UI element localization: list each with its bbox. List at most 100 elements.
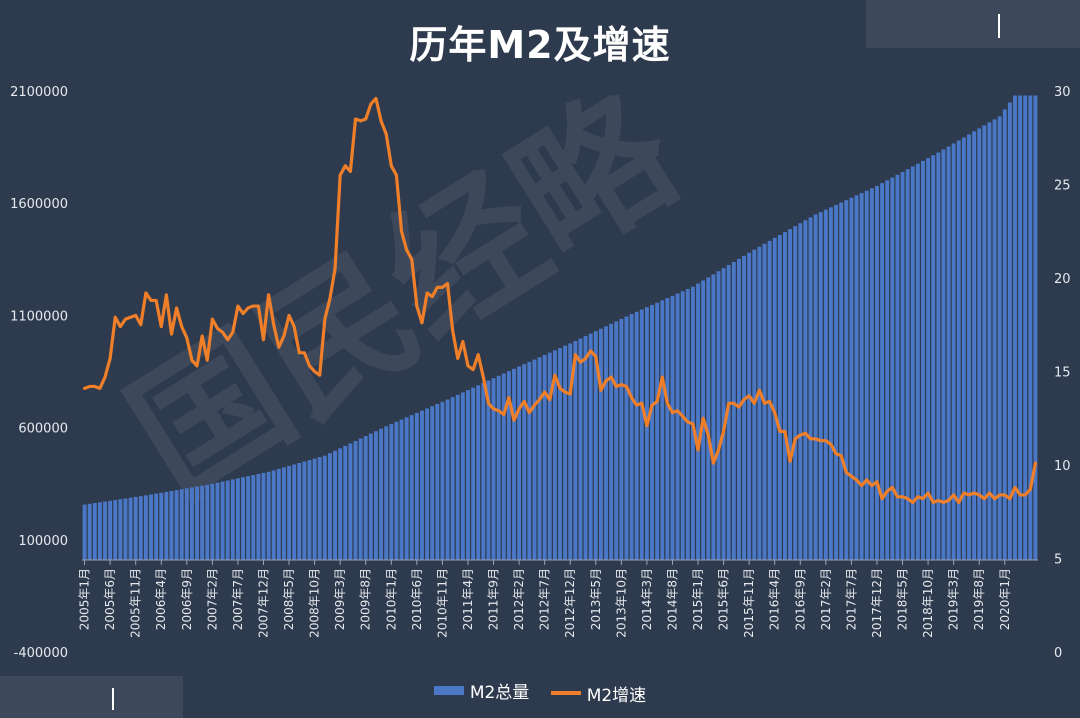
m2-bar	[420, 410, 424, 560]
m2-bar	[450, 397, 455, 560]
m2-bar	[823, 209, 828, 561]
m2-bar	[276, 468, 281, 560]
m2-bar	[496, 375, 501, 560]
x-axis-tick-label: 2012年7月	[538, 568, 552, 630]
m2-bar	[174, 490, 179, 560]
m2-bar	[338, 448, 343, 560]
m2-bar	[87, 503, 92, 560]
m2-bar	[501, 373, 506, 560]
m2-bar	[972, 131, 977, 560]
m2-bar	[215, 482, 220, 560]
m2-bar	[118, 499, 123, 560]
m2-bar	[143, 495, 148, 560]
m2-bar	[159, 492, 164, 560]
x-axis-tick-label: 2010年6月	[410, 568, 424, 630]
m2-bar	[696, 283, 700, 560]
m2-bar	[241, 477, 245, 560]
m2-bar	[875, 185, 879, 561]
x-axis-tick-label: 2017年12月	[870, 568, 884, 638]
m2-bar	[650, 304, 654, 560]
x-axis-tick-label: 2006年9月	[180, 568, 194, 630]
m2-bar	[834, 204, 839, 561]
m2-bar	[414, 412, 419, 560]
m2-bar	[839, 202, 844, 561]
m2-bar	[721, 268, 726, 560]
legend-item-bar: M2总量	[433, 678, 530, 703]
m2-growth-line	[82, 96, 1038, 504]
m2-bar	[731, 261, 736, 560]
m2-bar	[895, 174, 900, 560]
x-axis-tick-label: 2013年10月	[614, 568, 628, 638]
left-axis-tick-label: 1600000	[10, 197, 68, 212]
x-axis-tick-label: 2014年8月	[666, 568, 680, 630]
m2-bar	[619, 318, 624, 560]
m2-bar	[138, 496, 143, 560]
m2-bar	[491, 378, 496, 560]
m2-bar	[251, 475, 256, 560]
m2-bar	[859, 193, 864, 561]
m2-bar	[317, 457, 322, 560]
m2-bar	[476, 385, 481, 560]
m2-bar	[563, 345, 568, 560]
m2-bar	[573, 341, 578, 560]
m2-bar	[552, 350, 557, 560]
right-axis-tick-label: 30	[1054, 85, 1071, 100]
m2-bar	[946, 146, 951, 560]
left-axis-tick-label: -400000	[14, 646, 68, 661]
m2-bar	[82, 504, 87, 560]
x-axis-tick-label: 2006年4月	[154, 568, 168, 630]
x-axis-tick-label: 2010年1月	[384, 568, 398, 630]
m2-bar	[956, 140, 961, 560]
x-axis-tick-label: 2015年1月	[691, 568, 705, 630]
x-axis: 2005年1月 2005年6月 2005年11月 2006年4月 2006年9月 2007…	[78, 559, 1038, 638]
right-axis-tick-label: 5	[1054, 553, 1062, 568]
m2-bar	[328, 453, 332, 560]
legend-bar-label: M2总量	[469, 683, 530, 703]
m2-bar	[189, 487, 194, 560]
m2-bar	[430, 406, 435, 560]
right-axis: 0 5 10 15 20 25 30	[1054, 85, 1071, 661]
text-cursor	[998, 14, 1000, 38]
m2-bar	[604, 326, 608, 560]
x-axis-tick-label: 2007年7月	[231, 568, 245, 630]
chart-title: 历年M2及增速	[409, 23, 671, 67]
m2-bar	[149, 494, 153, 560]
m2-bar	[527, 361, 532, 560]
m2-bar	[471, 387, 476, 560]
m2-bar	[353, 440, 358, 560]
m2-bar	[374, 431, 378, 560]
m2-bar	[706, 277, 711, 560]
legend-line-label: M2增速	[586, 685, 647, 706]
m2-bar	[281, 467, 286, 560]
m2-bar	[108, 500, 113, 560]
x-axis-tick-label: 2007年12月	[257, 568, 271, 638]
m2-bar	[455, 394, 460, 560]
x-axis-tick-label: 2019年8月	[972, 568, 986, 630]
m2-bar	[368, 433, 373, 560]
m2-bar	[798, 223, 803, 561]
m2-bar	[788, 229, 792, 560]
m2-bar	[195, 486, 199, 560]
m2-bar	[665, 298, 670, 560]
m2-bar	[261, 472, 266, 560]
m2-bar	[292, 464, 297, 560]
m2-bar	[977, 128, 982, 560]
x-axis-tick-label: 2011年9月	[487, 568, 501, 630]
m2-bar	[92, 503, 97, 560]
m2-bar	[287, 465, 291, 560]
m2-bar	[302, 461, 307, 560]
x-axis-tick-label: 2020年1月	[998, 568, 1012, 630]
x-axis-tick-label: 2009年3月	[333, 568, 347, 630]
m2-bar	[961, 137, 966, 560]
m2-bar	[644, 307, 649, 560]
m2-bar	[164, 491, 169, 560]
m2-bar	[680, 291, 685, 560]
m2-bar	[506, 371, 511, 560]
m2-bar	[813, 214, 818, 561]
left-axis-tick-label: 600000	[18, 422, 68, 437]
x-axis-tick-label: 2013年5月	[589, 568, 603, 630]
m2-bar	[926, 158, 931, 560]
m2-bar	[742, 255, 746, 560]
left-axis-tick-label: 2100000	[10, 85, 68, 100]
